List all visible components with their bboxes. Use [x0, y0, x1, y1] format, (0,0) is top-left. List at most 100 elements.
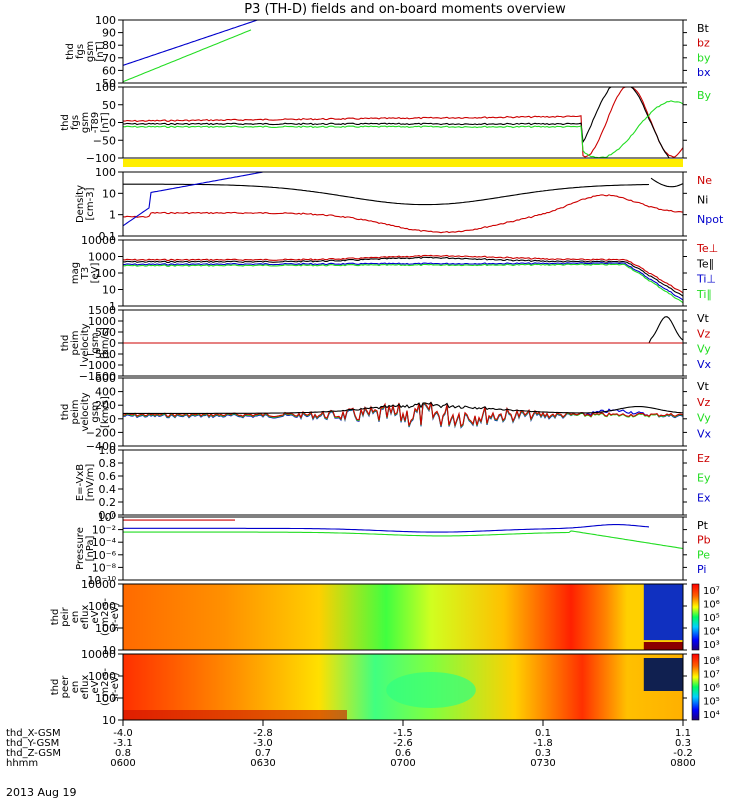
series-ti-par: [122, 263, 684, 304]
y-tick-label: 1500: [88, 304, 116, 317]
series-bt: [122, 86, 683, 159]
x-tick-label: 0600: [110, 758, 135, 769]
y-axis-label: [nT]: [100, 112, 111, 132]
y-axis-label: [km/s]: [100, 396, 111, 428]
y-axis-label: [eV]: [90, 263, 101, 284]
panel-frame: [122, 583, 684, 651]
date-label: 2013 Aug 19: [6, 786, 76, 799]
legend-entry: Bt: [697, 22, 710, 35]
y-axis-label: en: [70, 681, 81, 694]
y-tick-label: 100: [95, 267, 116, 280]
colorbar-label: 10⁶: [703, 683, 720, 694]
y-tick-label: 100: [95, 14, 116, 27]
y-axis-label: eV: [90, 610, 101, 623]
colorbar-label: 10⁵: [703, 613, 720, 624]
y-tick-label: −1500: [79, 370, 116, 383]
colorbar-label: 10⁵: [703, 697, 720, 708]
series-pi: [123, 524, 650, 533]
y-axis-label: peir: [60, 606, 71, 626]
x-tick-label: 0700: [390, 758, 415, 769]
series-vz-fast: [122, 401, 684, 428]
series-ni-tail: [650, 177, 684, 188]
y-tick-label: 0: [109, 413, 116, 426]
y-tick-label: −100: [86, 152, 116, 165]
legend-entry: Te⊥: [696, 242, 718, 255]
colorbar-label: 10³: [703, 640, 720, 651]
x-row-label: thd_X-GSM: [6, 728, 61, 739]
y-tick-label: 0: [109, 117, 116, 130]
spectrogram-electrons-lobe: [643, 658, 683, 691]
y-tick-label: 90: [102, 27, 116, 40]
y-tick-label: 10: [102, 284, 116, 297]
x-tick-label: -2.8: [253, 728, 273, 739]
y-tick-label: 1000: [88, 251, 116, 264]
y-tick-label: 70: [102, 52, 116, 65]
series-npot: [122, 171, 264, 227]
y-tick-label: −500: [86, 348, 116, 361]
y-tick-label: 0.1: [99, 230, 117, 243]
y-axis-label: [cm-3]: [85, 187, 96, 220]
spectrogram-electrons-base: [123, 710, 347, 720]
panel-frame: [122, 19, 684, 84]
y-axis-label: peim: [70, 330, 81, 355]
legend-entry: Ex: [697, 491, 711, 504]
colorbar-label: 10⁴: [703, 627, 720, 638]
y-axis-label: eV: [90, 680, 101, 693]
x-tick-label: -3.0: [253, 738, 273, 749]
y-tick-label: 0.4: [99, 483, 117, 496]
panel-frame: [122, 171, 684, 237]
colorbar-label: 10⁷: [703, 670, 720, 681]
y-axis-label: thd: [60, 335, 71, 352]
y-axis-label: (cm2-s-: [100, 668, 111, 706]
series-ti-perp: [122, 262, 684, 301]
panel-frame: [122, 309, 684, 377]
y-axis-label: gsm: [90, 401, 101, 422]
y-axis-label: E=-VxB: [75, 464, 86, 501]
y-axis-label: peim: [70, 399, 81, 424]
x-axis-labels: thd_X-GSMthd_Y-GSMthd_Z-GSMhhmm-4.0-3.10…: [6, 720, 696, 769]
x-tick-label: 0630: [250, 758, 275, 769]
series-vt: [123, 316, 684, 344]
chart-title: P3 (TH-D) fields and on-board moments ov…: [244, 2, 566, 17]
legend-entry: Vt: [697, 312, 710, 325]
y-axis-label: eflux: [80, 605, 91, 630]
y-axis-label: eflux: [80, 675, 91, 700]
legend-entry: Vx: [697, 358, 712, 371]
x-tick-label: 0.3: [535, 748, 551, 759]
x-row-label: hhmm: [6, 758, 38, 769]
y-tick-label: 100: [95, 692, 116, 705]
y-tick-label: 0.8: [99, 457, 117, 470]
x-tick-label: 1.1: [675, 728, 691, 739]
panel-frame: [122, 239, 684, 307]
y-tick-label: −1000: [79, 359, 116, 372]
y-tick-label: 1.0: [99, 444, 117, 457]
y-tick-label: 100: [95, 81, 116, 94]
y-axis-label: (cm2-s-: [100, 598, 111, 636]
colorbar-label: 10⁷: [703, 586, 720, 597]
y-axis-label: gsm: [90, 332, 101, 353]
legend-entry: Pe: [697, 548, 710, 561]
y-tick-label: −50: [93, 134, 116, 147]
y-tick-label: 10000: [81, 578, 116, 591]
y-axis-label: [km/s]: [100, 327, 111, 359]
panel-frame: [122, 449, 684, 516]
legend-entry: Pb: [697, 534, 711, 547]
colorbar-label: 10⁸: [703, 656, 720, 667]
y-tick-label: 10⁻¹⁰: [87, 574, 116, 587]
x-tick-label: 0.8: [115, 748, 131, 759]
series-by: [122, 29, 252, 83]
x-row-label: thd_Y-GSM: [6, 738, 59, 749]
y-tick-label: 1000: [88, 315, 116, 328]
y-tick-label: 10000: [81, 648, 116, 661]
y-tick-label: 0.2: [99, 496, 117, 509]
y-axis-label: thd: [60, 114, 71, 131]
legend-entry: Ez: [697, 452, 710, 465]
legend-entry: bz: [697, 37, 710, 50]
colorbar-label: 10⁴: [703, 710, 720, 721]
x-tick-label: -4.0: [113, 728, 133, 739]
y-tick-label: 200: [95, 399, 116, 412]
legend-entry: Ne: [697, 174, 712, 187]
y-tick-label: 600: [95, 372, 116, 385]
y-tick-label: 0.0: [99, 509, 117, 522]
